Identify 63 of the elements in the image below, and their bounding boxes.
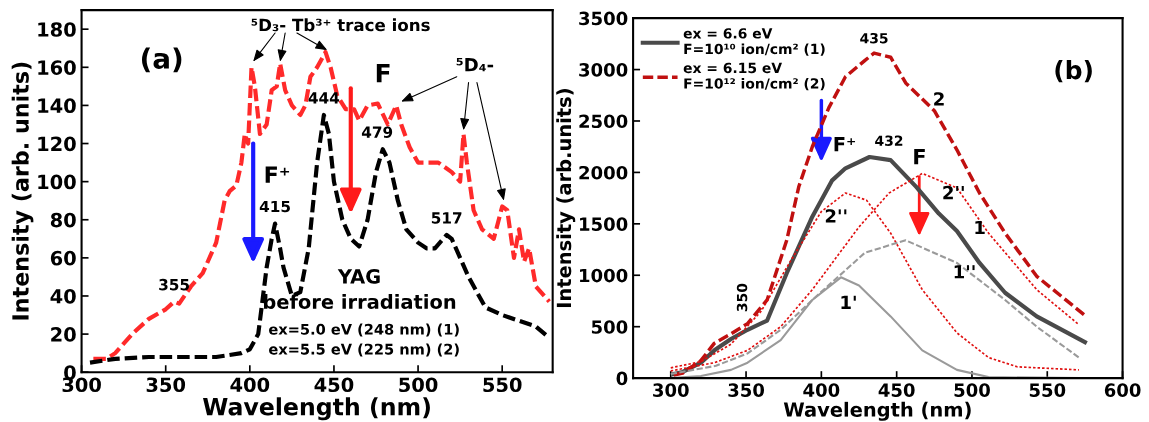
x-tick-label: 300	[653, 383, 689, 397]
line-series	[669, 239, 1080, 376]
annotation: 2	[934, 92, 944, 106]
annotation: 1'	[841, 295, 856, 309]
y-tick-label: 60	[50, 250, 76, 266]
annotation: YAG	[337, 269, 380, 284]
annotation: F⁺	[834, 137, 856, 152]
x-tick-label: 400	[803, 383, 840, 397]
annotation: 444	[308, 92, 340, 104]
annotation: 479	[361, 126, 393, 138]
x-tick-label: 500	[954, 383, 990, 397]
annotation: 1''	[954, 265, 975, 279]
y-tick-label: 500	[591, 320, 628, 334]
line-series	[91, 49, 552, 361]
y-tick-label: 2000	[579, 165, 628, 180]
y-tick-label: 20	[51, 327, 76, 342]
y-tick-label: 3500	[579, 11, 628, 26]
x-tick-label: 600	[1104, 383, 1141, 397]
x-tick-label: 450	[878, 383, 915, 397]
y-tick-label: 120	[38, 136, 76, 152]
annotation: 355	[159, 278, 189, 291]
x-tick-label: 350	[728, 383, 765, 397]
annotation: before irradiation	[264, 294, 456, 310]
legend-label: ex = 6.15 eV F=10¹² ion/cm² (2)	[683, 62, 825, 91]
x-tick-label: 550	[1029, 383, 1066, 397]
annotation: ex=5.0 eV (248 nm) (1)	[269, 323, 459, 337]
annotation: (b)	[1055, 60, 1092, 83]
annotation: 350	[736, 283, 748, 312]
x-tick-label: 550	[483, 377, 522, 393]
y-tick-label: 40	[50, 288, 76, 304]
y-tick-label: 140	[38, 98, 76, 114]
x-tick-label: 400	[230, 377, 270, 393]
annotation: 435	[860, 32, 888, 44]
annotation: 432	[875, 135, 903, 146]
x-tick-label: 500	[399, 377, 438, 393]
annotation: F	[376, 63, 390, 83]
y-tick-label: 3000	[579, 63, 628, 77]
annotation: F⁺	[265, 166, 290, 183]
x-tick-label: 450	[314, 377, 354, 393]
annotation: 415	[259, 200, 290, 213]
y-tick-label: 0	[616, 371, 628, 386]
annotation: 2''	[825, 209, 847, 223]
annotation: 2''	[943, 185, 964, 200]
y-axis-title: Intensity (arb. units)	[11, 62, 34, 320]
y-tick-label: 180	[38, 22, 76, 37]
annotation: ex=5.5 eV (225 nm) (2)	[269, 343, 459, 357]
y-axis-title: Intensity (arb.units)	[556, 89, 576, 308]
legend-label: ex = 6.6 eV F=10¹⁰ ion/cm² (1)	[683, 28, 825, 56]
y-tick-label: 1000	[580, 268, 628, 283]
x-axis-title: Wavelength (nm)	[783, 401, 971, 421]
y-tick-label: 100	[38, 174, 76, 190]
x-tick-label: 350	[146, 377, 186, 393]
y-tick-label: 80	[50, 212, 76, 228]
y-tick-label: 2500	[579, 114, 628, 129]
annotation: 1	[975, 220, 985, 235]
y-tick-label: 160	[38, 60, 76, 75]
annotation: ⁵D₄-	[456, 57, 494, 72]
annotation: ⁵D₃- Tb³⁺ trace ions	[251, 18, 430, 32]
x-axis-title: Wavelength (nm)	[203, 397, 430, 421]
annotation: (a)	[141, 47, 182, 73]
y-tick-label: 1500	[580, 217, 628, 231]
annotation: 517	[431, 212, 462, 224]
annotation: F	[914, 149, 925, 165]
